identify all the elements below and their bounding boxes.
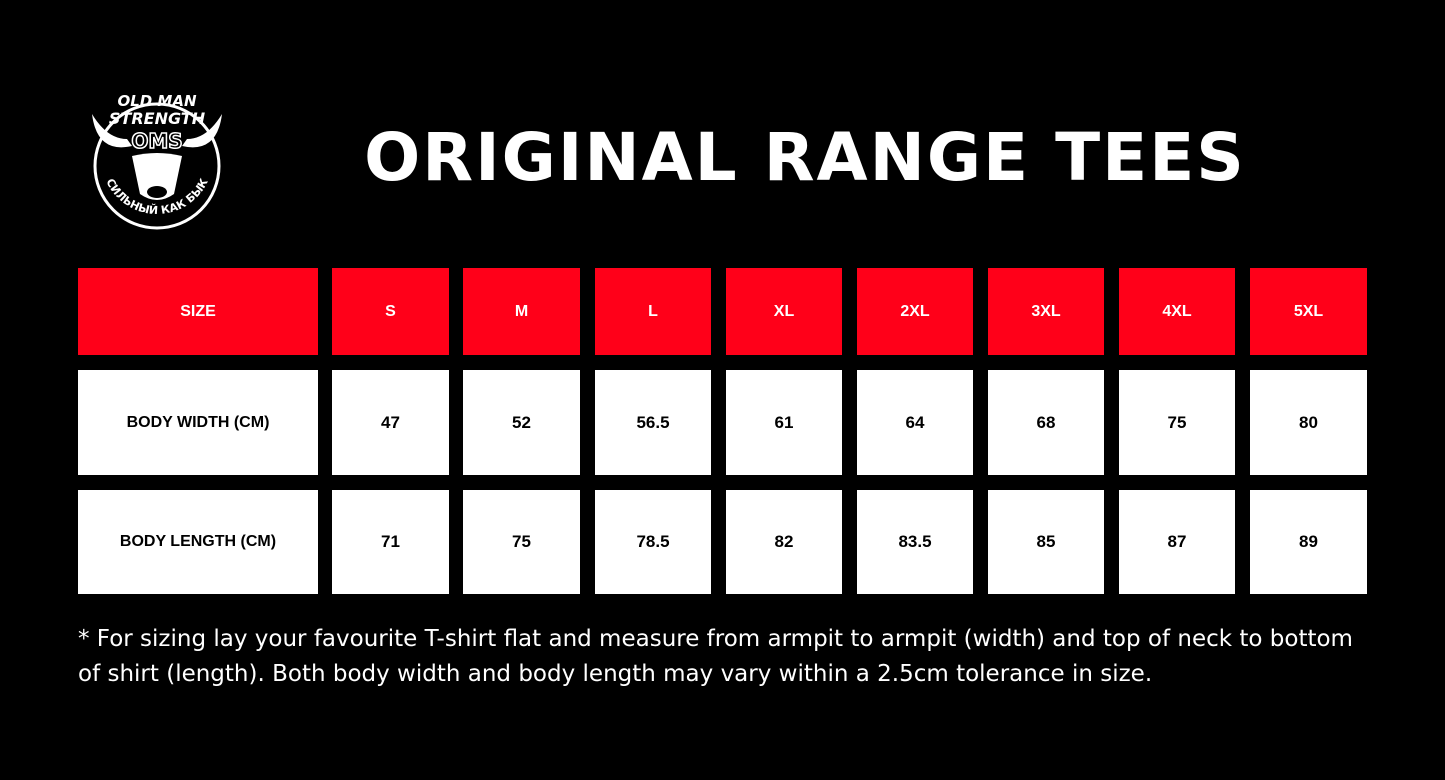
body-width-cell: 61 [726,370,842,475]
body-length-cell: 85 [988,490,1104,594]
body-width-cell: 56.5 [595,370,711,475]
header-size-l: L [595,268,711,355]
body-length-cell: 82 [726,490,842,594]
svg-text:OMS: OMS [131,129,182,153]
row-label: BODY LENGTH (CM) [78,490,318,594]
body-width-cell: 80 [1250,370,1367,475]
header-size-xl: XL [726,268,842,355]
body-width-cell: 64 [857,370,973,475]
body-width-cell: 47 [332,370,449,475]
body-width-cell: 68 [988,370,1104,475]
body-width-cell: 52 [463,370,580,475]
old-man-strength-logo: OLD MAN STRENGTH OMS СИЛЬНЫЙ КАК БЫК [82,84,232,234]
body-length-cell: 75 [463,490,580,594]
header-size-s: S [332,268,449,355]
body-length-cell: 87 [1119,490,1235,594]
body-length-cell: 89 [1250,490,1367,594]
body-length-cell: 78.5 [595,490,711,594]
sizing-note: * For sizing lay your favourite T-shirt … [78,626,1353,687]
page-title: ORIGINAL RANGE TEES [364,119,1246,196]
header-size-label: SIZE [78,268,318,355]
header-size-4xl: 4XL [1119,268,1235,355]
svg-text:OLD MAN: OLD MAN [117,92,197,110]
header-size-3xl: 3XL [988,268,1104,355]
header-size-m: M [463,268,580,355]
svg-text:STRENGTH: STRENGTH [109,109,206,128]
row-label: BODY WIDTH (CM) [78,370,318,475]
body-width-cell: 75 [1119,370,1235,475]
body-length-cell: 83.5 [857,490,973,594]
header-size-2xl: 2XL [857,268,973,355]
header-size-5xl: 5XL [1250,268,1367,355]
body-length-cell: 71 [332,490,449,594]
